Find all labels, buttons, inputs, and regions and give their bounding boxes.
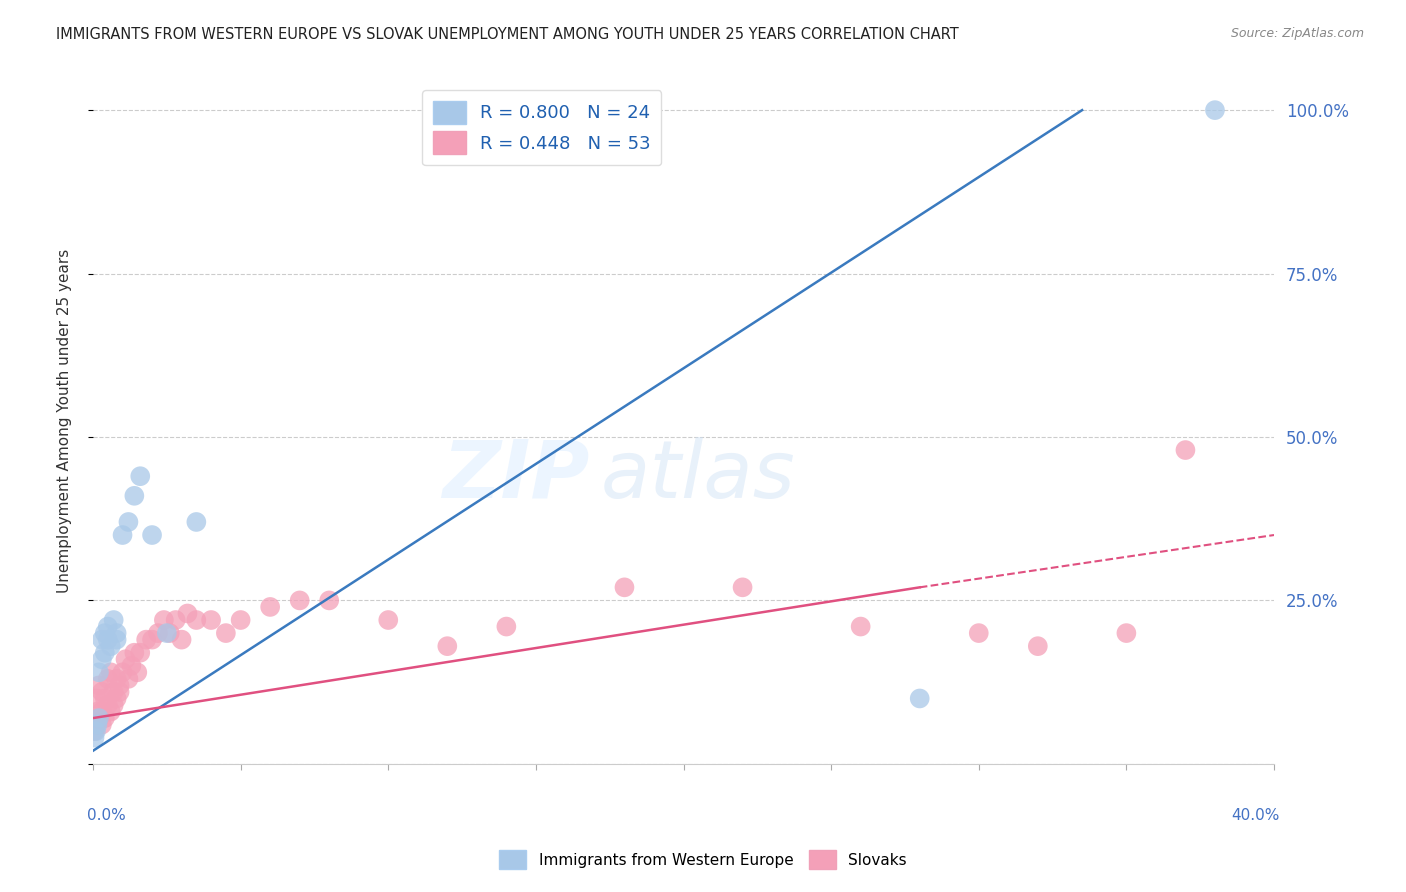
Point (146, 626, 169, 640)
Point (87, 711, 110, 725)
Point (105, 626, 128, 640)
Text: IMMIGRANTS FROM WESTERN EUROPE VS SLOVAK UNEMPLOYMENT AMONG YOUTH UNDER 25 YEARS: IMMIGRANTS FROM WESTERN EUROPE VS SLOVAK… (56, 27, 959, 42)
Point (105, 691, 128, 706)
Point (90, 652, 112, 666)
Text: 40.0%: 40.0% (1232, 808, 1279, 823)
Point (215, 626, 238, 640)
Point (1026, 639, 1049, 653)
Point (97, 619, 120, 633)
Point (97, 632, 120, 647)
Point (100, 639, 122, 653)
Point (84, 724, 107, 739)
Point (90, 717, 112, 731)
Point (1174, 443, 1197, 458)
Point (97, 672, 120, 686)
Point (159, 626, 181, 640)
Point (129, 646, 152, 660)
Point (90, 705, 112, 719)
Point (124, 489, 146, 503)
Point (111, 528, 134, 542)
Point (117, 672, 139, 686)
Point (186, 515, 208, 529)
Point (111, 665, 134, 680)
Point (229, 613, 252, 627)
Point (84, 717, 107, 731)
Point (377, 613, 399, 627)
Text: ZIP: ZIP (441, 436, 589, 515)
Point (1204, 103, 1226, 117)
Point (103, 613, 125, 627)
Point (129, 469, 152, 483)
Point (120, 658, 142, 673)
Point (436, 639, 458, 653)
Point (141, 632, 163, 647)
Point (176, 607, 198, 621)
Text: Source: ZipAtlas.com: Source: ZipAtlas.com (1230, 27, 1364, 40)
Point (613, 580, 636, 594)
Point (94, 626, 117, 640)
Point (100, 705, 122, 719)
Point (117, 515, 139, 529)
Point (495, 619, 517, 633)
Point (156, 626, 179, 640)
Point (83, 724, 105, 739)
Y-axis label: Unemployment Among Youth under 25 years: Unemployment Among Youth under 25 years (58, 249, 72, 593)
Point (94, 711, 117, 725)
Point (124, 646, 146, 660)
Point (86, 705, 108, 719)
Point (731, 580, 754, 594)
Point (87, 711, 110, 725)
Point (186, 613, 208, 627)
Point (127, 665, 149, 680)
Point (108, 678, 131, 692)
Point (87, 665, 110, 680)
Point (141, 528, 163, 542)
Point (135, 632, 157, 647)
Point (259, 599, 281, 614)
Point (153, 613, 176, 627)
Point (94, 691, 117, 706)
Point (94, 646, 117, 660)
Point (84, 691, 107, 706)
Legend: Immigrants from Western Europe, Slovaks: Immigrants from Western Europe, Slovaks (494, 844, 912, 875)
Point (86, 717, 108, 731)
Point (318, 593, 340, 607)
Point (87, 678, 110, 692)
Point (165, 613, 187, 627)
Point (90, 685, 112, 699)
Point (170, 632, 193, 647)
Point (908, 691, 931, 706)
Point (105, 672, 128, 686)
Point (1115, 626, 1137, 640)
Point (90, 632, 112, 647)
Point (288, 593, 311, 607)
Point (100, 665, 122, 680)
Point (849, 619, 872, 633)
Point (83, 731, 105, 745)
Point (97, 698, 120, 712)
Point (105, 632, 128, 647)
Point (114, 652, 136, 666)
Point (200, 613, 222, 627)
Text: atlas: atlas (600, 436, 796, 515)
Point (967, 626, 990, 640)
Legend: R = 0.800   N = 24, R = 0.448   N = 53: R = 0.800 N = 24, R = 0.448 N = 53 (422, 90, 661, 165)
Point (103, 698, 125, 712)
Point (108, 685, 131, 699)
Point (103, 685, 125, 699)
Text: 0.0%: 0.0% (87, 808, 127, 823)
